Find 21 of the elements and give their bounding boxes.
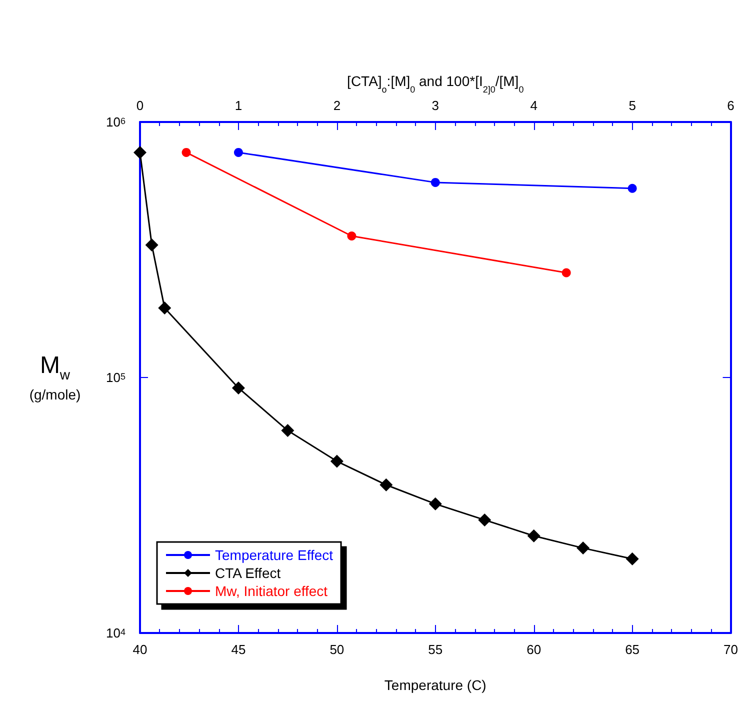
x2-tick-label: 2 <box>333 98 341 113</box>
x2-tick-label: 1 <box>234 98 242 113</box>
point <box>430 178 440 187</box>
x-tick-label: 45 <box>231 642 246 657</box>
x2-tick-label: 6 <box>727 98 734 113</box>
x-tick-label: 70 <box>724 642 738 657</box>
point <box>628 184 637 193</box>
x2-tick-label: 4 <box>530 98 538 113</box>
x2-tick-label: 5 <box>628 98 636 113</box>
x-axis-title: Temperature (C) <box>384 677 486 693</box>
x2-tick-label: 0 <box>136 98 144 113</box>
x2-tick-label: 3 <box>432 98 439 113</box>
x-tick-label: 65 <box>625 642 640 657</box>
legend-label: Temperature Effect <box>215 547 334 563</box>
legend-label: CTA Effect <box>215 565 281 581</box>
x-tick-label: 55 <box>428 642 443 657</box>
x-tick-label: 40 <box>132 642 148 657</box>
legend-label: Mw, Initiator effect <box>215 583 328 599</box>
point <box>234 148 243 157</box>
x-tick-label: 50 <box>330 642 344 657</box>
x-tick-label: 60 <box>526 642 542 657</box>
